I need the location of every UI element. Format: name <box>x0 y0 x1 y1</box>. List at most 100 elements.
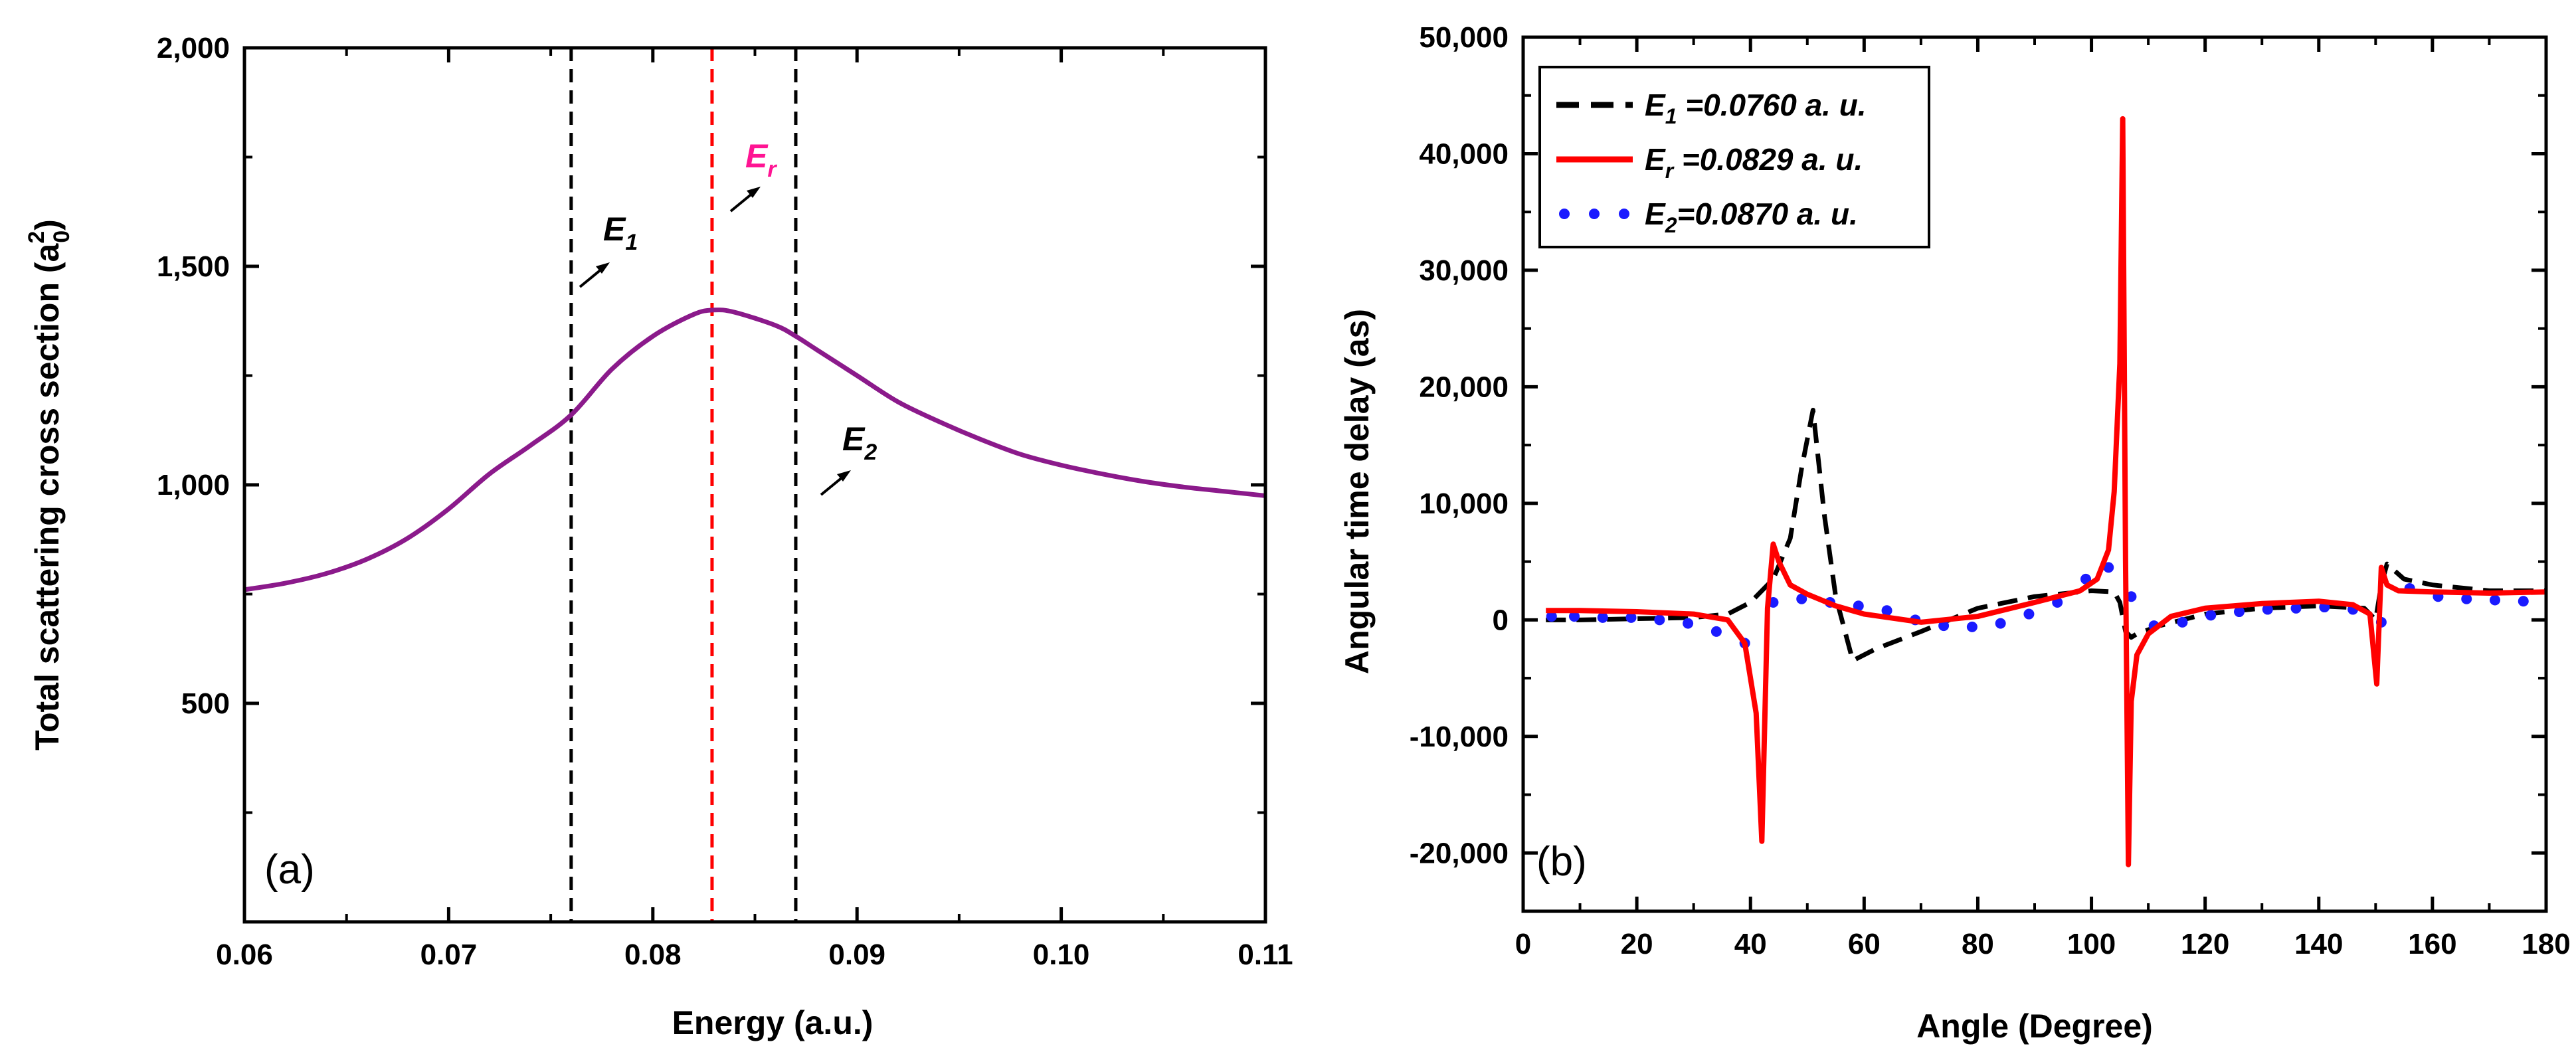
b-x-tick-label: 180 <box>2522 928 2570 960</box>
b-x-tick-label: 160 <box>2408 928 2456 960</box>
series-e2-point <box>2080 573 2091 584</box>
panel-b-x-axis-label: Angle (Degree) <box>1916 1008 2153 1045</box>
series-e2-point <box>2103 562 2114 573</box>
annotation-e2-sub: 2 <box>864 440 877 465</box>
legend-e1-sub: 1 <box>1665 104 1677 128</box>
panel-a-y-axis-label: Total scattering cross section (a20) <box>24 219 74 751</box>
a-y-tick-label: 1,500 <box>157 250 230 283</box>
legend-swatch-e2-dot <box>1559 209 1570 219</box>
b-y-tick-label: -20,000 <box>1410 837 1509 869</box>
b-x-tick-label: 0 <box>1515 928 1531 960</box>
annotation-e1-sub: 1 <box>625 230 638 255</box>
a-x-tick-label: 0.08 <box>624 938 682 971</box>
series-e2-point <box>2177 616 2188 628</box>
legend-e2-rest: =0.0870 a. u. <box>1677 197 1857 231</box>
series-e2-point <box>2290 602 2302 614</box>
b-x-tick-label: 140 <box>2294 928 2343 960</box>
panel-b-label: (b) <box>1536 839 1587 885</box>
annotation-e2: E2 <box>820 420 877 496</box>
b-y-tick-label: 0 <box>1493 604 1509 636</box>
b-y-tick-label: 50,000 <box>1419 21 1509 54</box>
series-e2-point <box>1597 612 1608 623</box>
svg-text:E1: E1 <box>603 211 638 255</box>
b-x-tick-label: 100 <box>2067 928 2116 960</box>
series-er-line <box>1546 116 2547 867</box>
legend-er-rest: =0.0829 a. u. <box>1673 142 1863 177</box>
b-y-tick-label: 10,000 <box>1419 487 1509 520</box>
panel-a-vlines <box>569 48 798 922</box>
series-e2-point <box>2126 591 2137 602</box>
panel-b-legend: E1 =0.0760 a. u. Er =0.0829 a. u. E2=0.0… <box>1538 66 1930 248</box>
panel-b-y-ticks: -20,000 -10,000 0 10,000 20,000 30,000 40,000 5… <box>1410 21 2546 913</box>
series-e2-point <box>1546 611 1557 622</box>
panel-a-y-axis-label-main: Total scattering cross section (a <box>29 242 66 750</box>
svg-text:E1 =0.0760 a. u.: E1 =0.0760 a. u. <box>1645 88 1867 128</box>
series-e2-point <box>2023 608 2035 620</box>
panel-a-y-axis-label-sub: 0 <box>49 230 74 243</box>
legend-swatch-e2-dot <box>1619 209 1629 219</box>
a-x-tick-label: 0.10 <box>1033 938 1090 971</box>
b-y-tick-label: 30,000 <box>1419 254 1509 287</box>
panel-a-x-ticks: 0.06 0.07 0.08 0.09 0.10 0.11 <box>216 48 1293 971</box>
annotation-e1: E1 <box>579 211 638 288</box>
panel-b-y-axis-label: Angular time delay (as) <box>1338 309 1376 674</box>
legend-er-main: E <box>1645 142 1666 177</box>
annotation-e2-main: E <box>842 420 866 458</box>
panel-a-y-axis-label-close: ) <box>29 219 66 230</box>
annotation-e1-arrowhead <box>596 262 610 274</box>
a-x-tick-label: 0.06 <box>216 938 273 971</box>
annotation-er: Er <box>729 137 777 213</box>
series-e1-line <box>1546 407 2546 663</box>
annotation-e1-main: E <box>603 211 626 248</box>
series-e2-point <box>1654 614 1665 626</box>
annotation-e2-arrowhead <box>837 470 851 482</box>
legend-e1-rest: =0.0760 a. u. <box>1677 88 1866 122</box>
series-e2-point <box>2205 610 2217 621</box>
a-x-tick-label: 0.09 <box>828 938 885 971</box>
svg-text:E2: E2 <box>842 420 877 465</box>
series-e2-point <box>1683 618 1694 629</box>
series-e2-point <box>1881 605 1892 616</box>
legend-e1-main: E <box>1645 88 1666 122</box>
series-e2-point <box>2262 604 2273 615</box>
series-e2-point <box>1995 618 2006 629</box>
a-y-tick-label: 1,000 <box>157 469 230 501</box>
svg-text:Er =0.0829 a. u.: Er =0.0829 a. u. <box>1645 142 1863 183</box>
series-e2-point <box>1938 620 1950 632</box>
series-e2-point <box>2518 596 2529 607</box>
panel-b: 0 20 40 60 80 100 120 140 160 180 -20,000 -10,000 0… <box>1338 21 2571 1045</box>
b-x-tick-label: 40 <box>1734 928 1767 960</box>
legend-e2-sub: 2 <box>1665 213 1677 237</box>
a-y-tick-label: 2,000 <box>157 32 230 64</box>
series-e2-point <box>2490 594 2500 606</box>
series-e2-point <box>1710 626 1722 637</box>
panel-a-y-axis-label-sup: 2 <box>24 231 49 244</box>
b-x-tick-label: 120 <box>2181 928 2229 960</box>
legend-swatch-e2-dot <box>1589 209 1600 219</box>
legend-item-e2: E2=0.0870 a. u. <box>1559 197 1858 237</box>
series-e2-point <box>1966 621 1978 632</box>
panel-b-series <box>1546 116 2547 867</box>
svg-text:Er: Er <box>745 137 777 182</box>
panel-a-cross-section-curve <box>244 308 1266 592</box>
b-y-tick-label: 40,000 <box>1419 137 1509 170</box>
panel-a-frame <box>242 46 1267 924</box>
legend-item-er: Er =0.0829 a. u. <box>1556 142 1863 183</box>
b-y-tick-label: 20,000 <box>1419 371 1509 403</box>
series-e2-point <box>1796 593 1807 604</box>
legend-er-sub: r <box>1665 159 1675 183</box>
panel-a: 0.06 0.07 0.08 0.09 0.10 0.11 500 1,000 1,500 2,… <box>24 32 1293 1041</box>
panel-a-label: (a) <box>264 847 315 893</box>
annotation-er-sub: r <box>767 157 777 182</box>
annotation-er-main: E <box>745 137 769 175</box>
series-e2-point <box>2461 593 2472 604</box>
legend-item-e1: E1 =0.0760 a. u. <box>1556 88 1867 128</box>
a-x-tick-label: 0.07 <box>420 938 478 971</box>
svg-text:E2=0.0870 a. u.: E2=0.0870 a. u. <box>1645 197 1858 237</box>
legend-e2-main: E <box>1645 197 1666 231</box>
a-x-tick-label: 0.11 <box>1238 938 1293 971</box>
b-x-tick-label: 20 <box>1621 928 1653 960</box>
panel-a-x-axis-label: Energy (a.u.) <box>672 1004 874 1041</box>
b-x-tick-label: 60 <box>1848 928 1881 960</box>
